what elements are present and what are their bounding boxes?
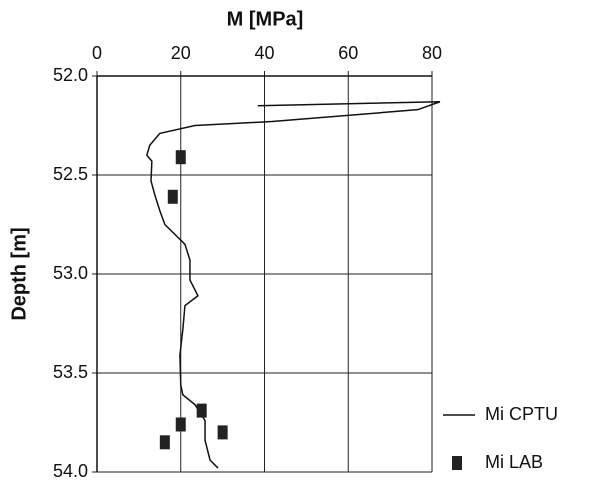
x-tick-label: 20 <box>171 43 191 63</box>
legend-swatch <box>452 456 462 470</box>
data-point <box>159 435 170 450</box>
x-tick-label: 40 <box>254 43 274 63</box>
data-point <box>175 150 186 165</box>
x-tick-label: 60 <box>338 43 358 63</box>
y-axis-title: Depth [m] <box>8 227 30 320</box>
data-point <box>175 417 186 432</box>
x-axis-title: M [MPa] <box>227 8 304 30</box>
x-tick-label: 80 <box>422 43 442 63</box>
legend-label: Mi CPTU <box>485 404 558 424</box>
data-line <box>145 100 441 469</box>
y-tick-label: 54.0 <box>53 461 88 481</box>
y-tick-label: 52.5 <box>53 164 88 184</box>
y-tick-label: 52.0 <box>53 65 88 85</box>
y-tick-label: 53.0 <box>53 263 88 283</box>
data-point <box>167 189 178 204</box>
data-point <box>217 425 228 440</box>
legend-label: Mi LAB <box>485 452 543 472</box>
y-tick-label: 53.5 <box>53 362 88 382</box>
x-tick-label: 0 <box>92 43 102 63</box>
data-point <box>196 403 207 418</box>
